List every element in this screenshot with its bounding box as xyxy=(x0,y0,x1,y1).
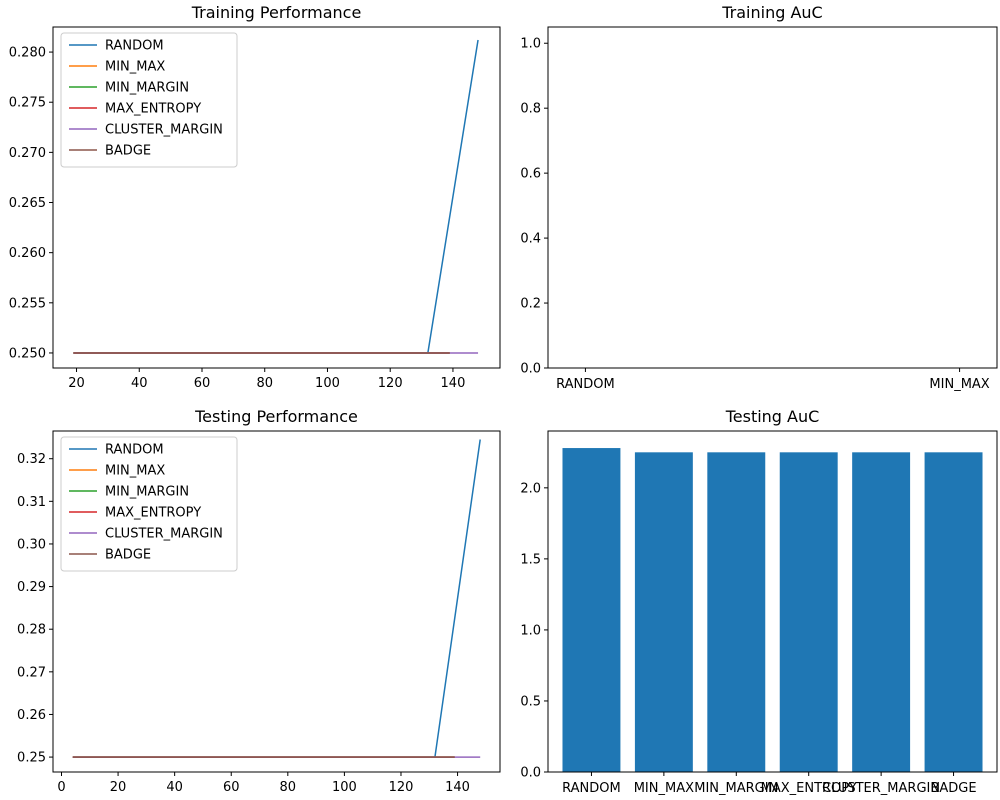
train-perf-legend-label: MIN_MARGIN xyxy=(105,81,189,96)
test-auc-xtick-label: MAX_ENTROPY xyxy=(761,781,857,796)
test-auc-title: Testing AuC xyxy=(725,407,820,426)
train-perf-legend-label: CLUSTER_MARGIN xyxy=(105,123,223,138)
test-perf-ytick-label: 0.27 xyxy=(17,665,46,680)
train-perf-legend-label: BADGE xyxy=(105,144,151,159)
test-perf-ytick-label: 0.32 xyxy=(17,452,46,467)
test-perf-xtick-label: 0 xyxy=(57,780,65,795)
train-auc-ytick-label: 0.4 xyxy=(520,232,541,247)
test-perf-xtick-label: 120 xyxy=(389,780,414,795)
test-auc-bar-random xyxy=(562,448,621,772)
test-auc-xtick-label: MIN_MARGIN xyxy=(694,781,778,796)
train-perf-panel: Training Performance 0.250 0.255 0.260 0.26… xyxy=(9,3,501,391)
test-auc-xtick-label: BADGE xyxy=(930,781,976,796)
test-auc-bar-max-entropy xyxy=(779,452,838,772)
test-auc-ytick-label: 0.0 xyxy=(520,766,541,781)
test-auc-xtick-label: RANDOM xyxy=(562,781,621,796)
test-auc-bar-badge xyxy=(924,452,983,772)
train-perf-legend-box xyxy=(60,32,238,168)
test-perf-ytick-label: 0.31 xyxy=(17,495,46,510)
test-auc-xtick-label: MIN_MAX xyxy=(634,781,694,796)
test-perf-ytick-label: 0.25 xyxy=(17,751,46,766)
train-perf-ytick-label: 0.260 xyxy=(9,246,46,261)
train-perf-legend-label: RANDOM xyxy=(105,39,164,54)
test-perf-legend-box xyxy=(60,436,238,572)
train-auc-axes-frame xyxy=(547,26,998,369)
train-perf-plot: 0.250 0.255 0.260 0.265 0.270 0.275 0.280 20 40 6… xyxy=(9,26,501,391)
test-auc-ytick-label: 1.0 xyxy=(520,623,541,638)
train-perf-xtick-label: 80 xyxy=(256,376,273,391)
test-perf-plot: 0.25 0.26 0.27 0.28 0.29 0.30 0.31 0.32 0 20 40 60 8… xyxy=(17,430,501,795)
train-perf-legend-label: MAX_ENTROPY xyxy=(105,102,201,117)
test-perf-axes-frame xyxy=(52,430,501,773)
test-perf-legend-label: CLUSTER_MARGIN xyxy=(105,527,223,542)
test-perf-title: Testing Performance xyxy=(194,407,358,426)
test-perf-xtick-label: 60 xyxy=(223,780,240,795)
test-perf-xtick-label: 80 xyxy=(280,780,297,795)
test-perf-ytick-label: 0.30 xyxy=(17,537,46,552)
train-perf-ytick-label: 0.280 xyxy=(9,46,46,61)
test-auc-panel: Testing AuC 0.0 0.5 1.0 1.5 2.0 RANDOM MIN_MAX… xyxy=(520,407,998,796)
train-auc-ytick-label: 0.6 xyxy=(520,167,541,182)
train-perf-ytick-label: 0.250 xyxy=(9,346,46,361)
train-perf-xtick-label: 140 xyxy=(441,376,466,391)
train-perf-ytick-label: 0.265 xyxy=(9,196,46,211)
train-auc-title: Training AuC xyxy=(721,3,822,22)
test-perf-ytick-label: 0.29 xyxy=(17,580,46,595)
test-perf-legend-label: MIN_MAX xyxy=(105,464,165,479)
train-perf-legend-label: MIN_MAX xyxy=(105,60,165,75)
test-perf-xtick-label: 20 xyxy=(110,780,127,795)
train-perf-xtick-label: 20 xyxy=(68,376,85,391)
test-auc-bar-cluster-margin xyxy=(852,452,911,772)
test-auc-plot: 0.0 0.5 1.0 1.5 2.0 RANDOM MIN_MAX MIN_MARGINMA… xyxy=(520,430,998,796)
train-perf-ytick-label: 0.270 xyxy=(9,146,46,161)
test-perf-xtick-label: 40 xyxy=(166,780,183,795)
train-auc-plot: 0.0 0.2 0.4 0.6 0.8 1.0 RANDOM MIN_MAX xyxy=(520,26,998,392)
train-auc-ytick-label: 0.2 xyxy=(520,297,541,312)
test-auc-bar-min-max xyxy=(634,452,693,772)
test-auc-ytick-label: 2.0 xyxy=(520,481,541,496)
train-perf-ytick-label: 0.275 xyxy=(9,96,46,111)
train-perf-xtick-label: 120 xyxy=(378,376,403,391)
test-perf-xtick-label: 100 xyxy=(332,780,357,795)
train-auc-panel: Training AuC 0.0 0.2 0.4 0.6 0.8 1.0 RANDOM MIN… xyxy=(520,3,998,392)
test-perf-ytick-label: 0.28 xyxy=(17,623,46,638)
test-auc-xtick-label: CLUSTER_MARGIN xyxy=(822,781,940,796)
test-perf-legend-label: MIN_MARGIN xyxy=(105,485,189,500)
train-auc-xtick-label: MIN_MAX xyxy=(929,377,989,392)
test-perf-legend-label: RANDOM xyxy=(105,443,164,458)
test-perf-legend-label: MAX_ENTROPY xyxy=(105,506,201,521)
test-perf-panel: Testing Performance 0.25 0.26 0.27 0.28 0.29… xyxy=(17,407,501,795)
test-auc-ytick-label: 1.5 xyxy=(520,552,541,567)
test-auc-ytick-label: 0.5 xyxy=(520,694,541,709)
train-auc-ytick-label: 0.8 xyxy=(520,102,541,117)
train-perf-xtick-label: 40 xyxy=(131,376,148,391)
train-perf-ytick-label: 0.255 xyxy=(9,296,46,311)
train-auc-ytick-label: 1.0 xyxy=(520,37,541,52)
train-perf-title: Training Performance xyxy=(191,3,362,22)
test-auc-bar-min-margin xyxy=(707,452,766,772)
test-perf-xtick-label: 140 xyxy=(445,780,470,795)
train-perf-axes-frame xyxy=(52,26,501,369)
train-perf-xtick-label: 60 xyxy=(194,376,211,391)
test-auc-axes-frame xyxy=(547,430,998,773)
test-perf-legend-label: BADGE xyxy=(105,548,151,563)
train-auc-xtick-label: RANDOM xyxy=(556,377,615,392)
train-perf-xtick-label: 100 xyxy=(315,376,340,391)
test-perf-ytick-label: 0.26 xyxy=(17,708,46,723)
train-auc-ytick-label: 0.0 xyxy=(520,362,541,377)
